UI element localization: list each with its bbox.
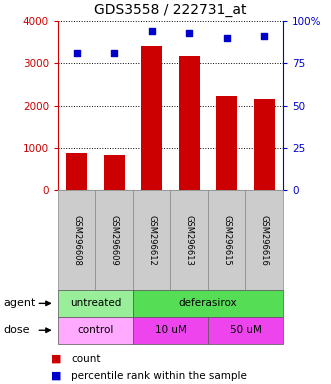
Point — [74, 50, 79, 56]
Bar — [216, 96, 237, 190]
Text: GSM296616: GSM296616 — [260, 215, 269, 265]
Text: GSM296613: GSM296613 — [185, 215, 194, 265]
Text: GSM296608: GSM296608 — [72, 215, 81, 265]
Point — [149, 28, 154, 34]
Text: control: control — [77, 325, 114, 335]
Text: GSM296612: GSM296612 — [147, 215, 156, 265]
Point — [187, 30, 192, 36]
Text: untreated: untreated — [70, 298, 121, 308]
Bar — [104, 156, 124, 190]
Text: deferasirox: deferasirox — [179, 298, 237, 308]
Bar — [254, 99, 274, 190]
Text: 50 uM: 50 uM — [230, 325, 261, 335]
Title: GDS3558 / 222731_at: GDS3558 / 222731_at — [94, 3, 247, 17]
Text: ■: ■ — [51, 371, 62, 381]
Text: percentile rank within the sample: percentile rank within the sample — [71, 371, 247, 381]
Point — [112, 50, 117, 56]
Point — [261, 33, 267, 40]
Text: count: count — [71, 354, 101, 364]
Bar — [66, 153, 87, 190]
Text: 10 uM: 10 uM — [155, 325, 186, 335]
Bar — [179, 56, 200, 190]
Text: agent: agent — [3, 298, 36, 308]
Point — [224, 35, 229, 41]
Bar — [141, 46, 162, 190]
Text: GSM296615: GSM296615 — [222, 215, 231, 265]
Text: dose: dose — [3, 325, 30, 335]
Text: ■: ■ — [51, 354, 62, 364]
Text: GSM296609: GSM296609 — [110, 215, 119, 265]
